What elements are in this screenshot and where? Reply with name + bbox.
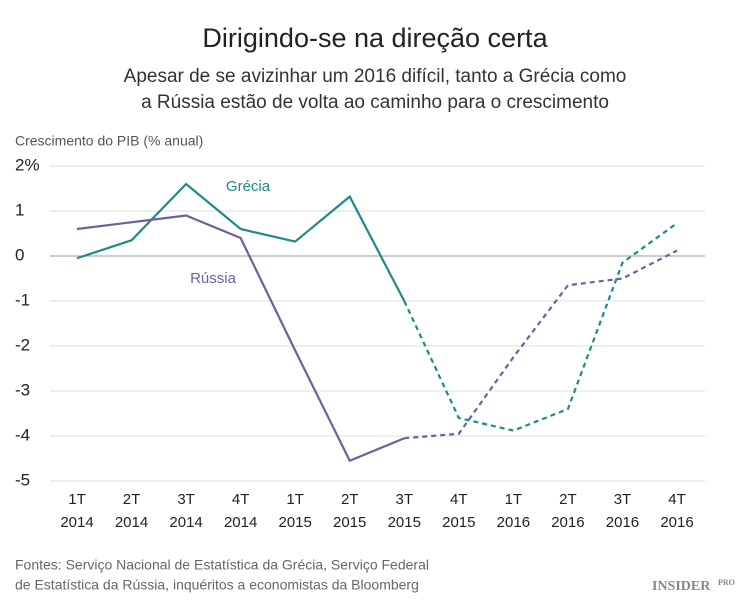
logo: PRO xyxy=(718,578,735,587)
series-label: Grécia xyxy=(226,178,271,195)
line xyxy=(76,214,405,463)
y-tick-label: 1 xyxy=(15,200,24,219)
x-tick-label: 2015 xyxy=(388,514,421,531)
x-tick-label: 2016 xyxy=(660,514,693,531)
x-tick-label: 3T xyxy=(614,491,632,508)
x-tick-label: 4T xyxy=(668,491,686,508)
x-tick-label: 3T xyxy=(396,491,414,508)
x-tick-label: 2T xyxy=(123,491,141,508)
x-tick-label: 2014 xyxy=(224,514,257,531)
x-tick-label: 2016 xyxy=(497,514,530,531)
x-tick-label: 1T xyxy=(286,491,304,508)
x-tick-label: 1T xyxy=(505,491,523,508)
x-tick-label: 2016 xyxy=(551,514,584,531)
y-tick-label: -3 xyxy=(15,380,30,399)
x-tick-label: 2015 xyxy=(278,514,311,531)
x-tick-label: 4T xyxy=(450,491,468,508)
x-tick-label: 4T xyxy=(232,491,250,508)
x-tick-label: 2015 xyxy=(333,514,366,531)
y-tick-label: -1 xyxy=(15,290,30,309)
x-tick-label: 2T xyxy=(559,491,577,508)
x-tick-label: 2014 xyxy=(60,514,93,531)
x-tick-label: 3T xyxy=(177,491,195,508)
y-tick-label: -2 xyxy=(15,335,30,354)
y-axis-title: Crescimento do PIB (% anual) xyxy=(15,133,203,149)
x-tick-label: 2015 xyxy=(442,514,475,531)
x-tick-label: 2T xyxy=(341,491,359,508)
series-label: Rússia xyxy=(190,270,237,287)
y-tick-label: -4 xyxy=(15,425,30,444)
chart-title: Dirigindo-se na direção certa xyxy=(202,23,548,53)
x-tick-label: 1T xyxy=(68,491,86,508)
y-tick-label: 0 xyxy=(15,245,24,264)
source: Fontes: Serviço Nacional de Estatística … xyxy=(15,557,429,573)
source: de Estatística da Rússia, inquéritos a e… xyxy=(15,577,419,593)
y-tick-label: -5 xyxy=(15,470,30,489)
y-tick-label: 2% xyxy=(15,155,40,174)
x-tick-label: 2014 xyxy=(169,514,202,531)
forecast-line xyxy=(403,222,678,432)
x-tick-label: 2016 xyxy=(606,514,639,531)
x-tick-label: 2014 xyxy=(115,514,148,531)
line xyxy=(76,182,406,302)
chart-subtitle: a Rússia estão de volta ao caminho para … xyxy=(141,92,609,113)
chart-subtitle: Apesar de se avizinhar um 2016 difícil, … xyxy=(124,66,627,87)
forecast-line xyxy=(404,249,678,440)
logo: INSIDER xyxy=(652,579,711,594)
